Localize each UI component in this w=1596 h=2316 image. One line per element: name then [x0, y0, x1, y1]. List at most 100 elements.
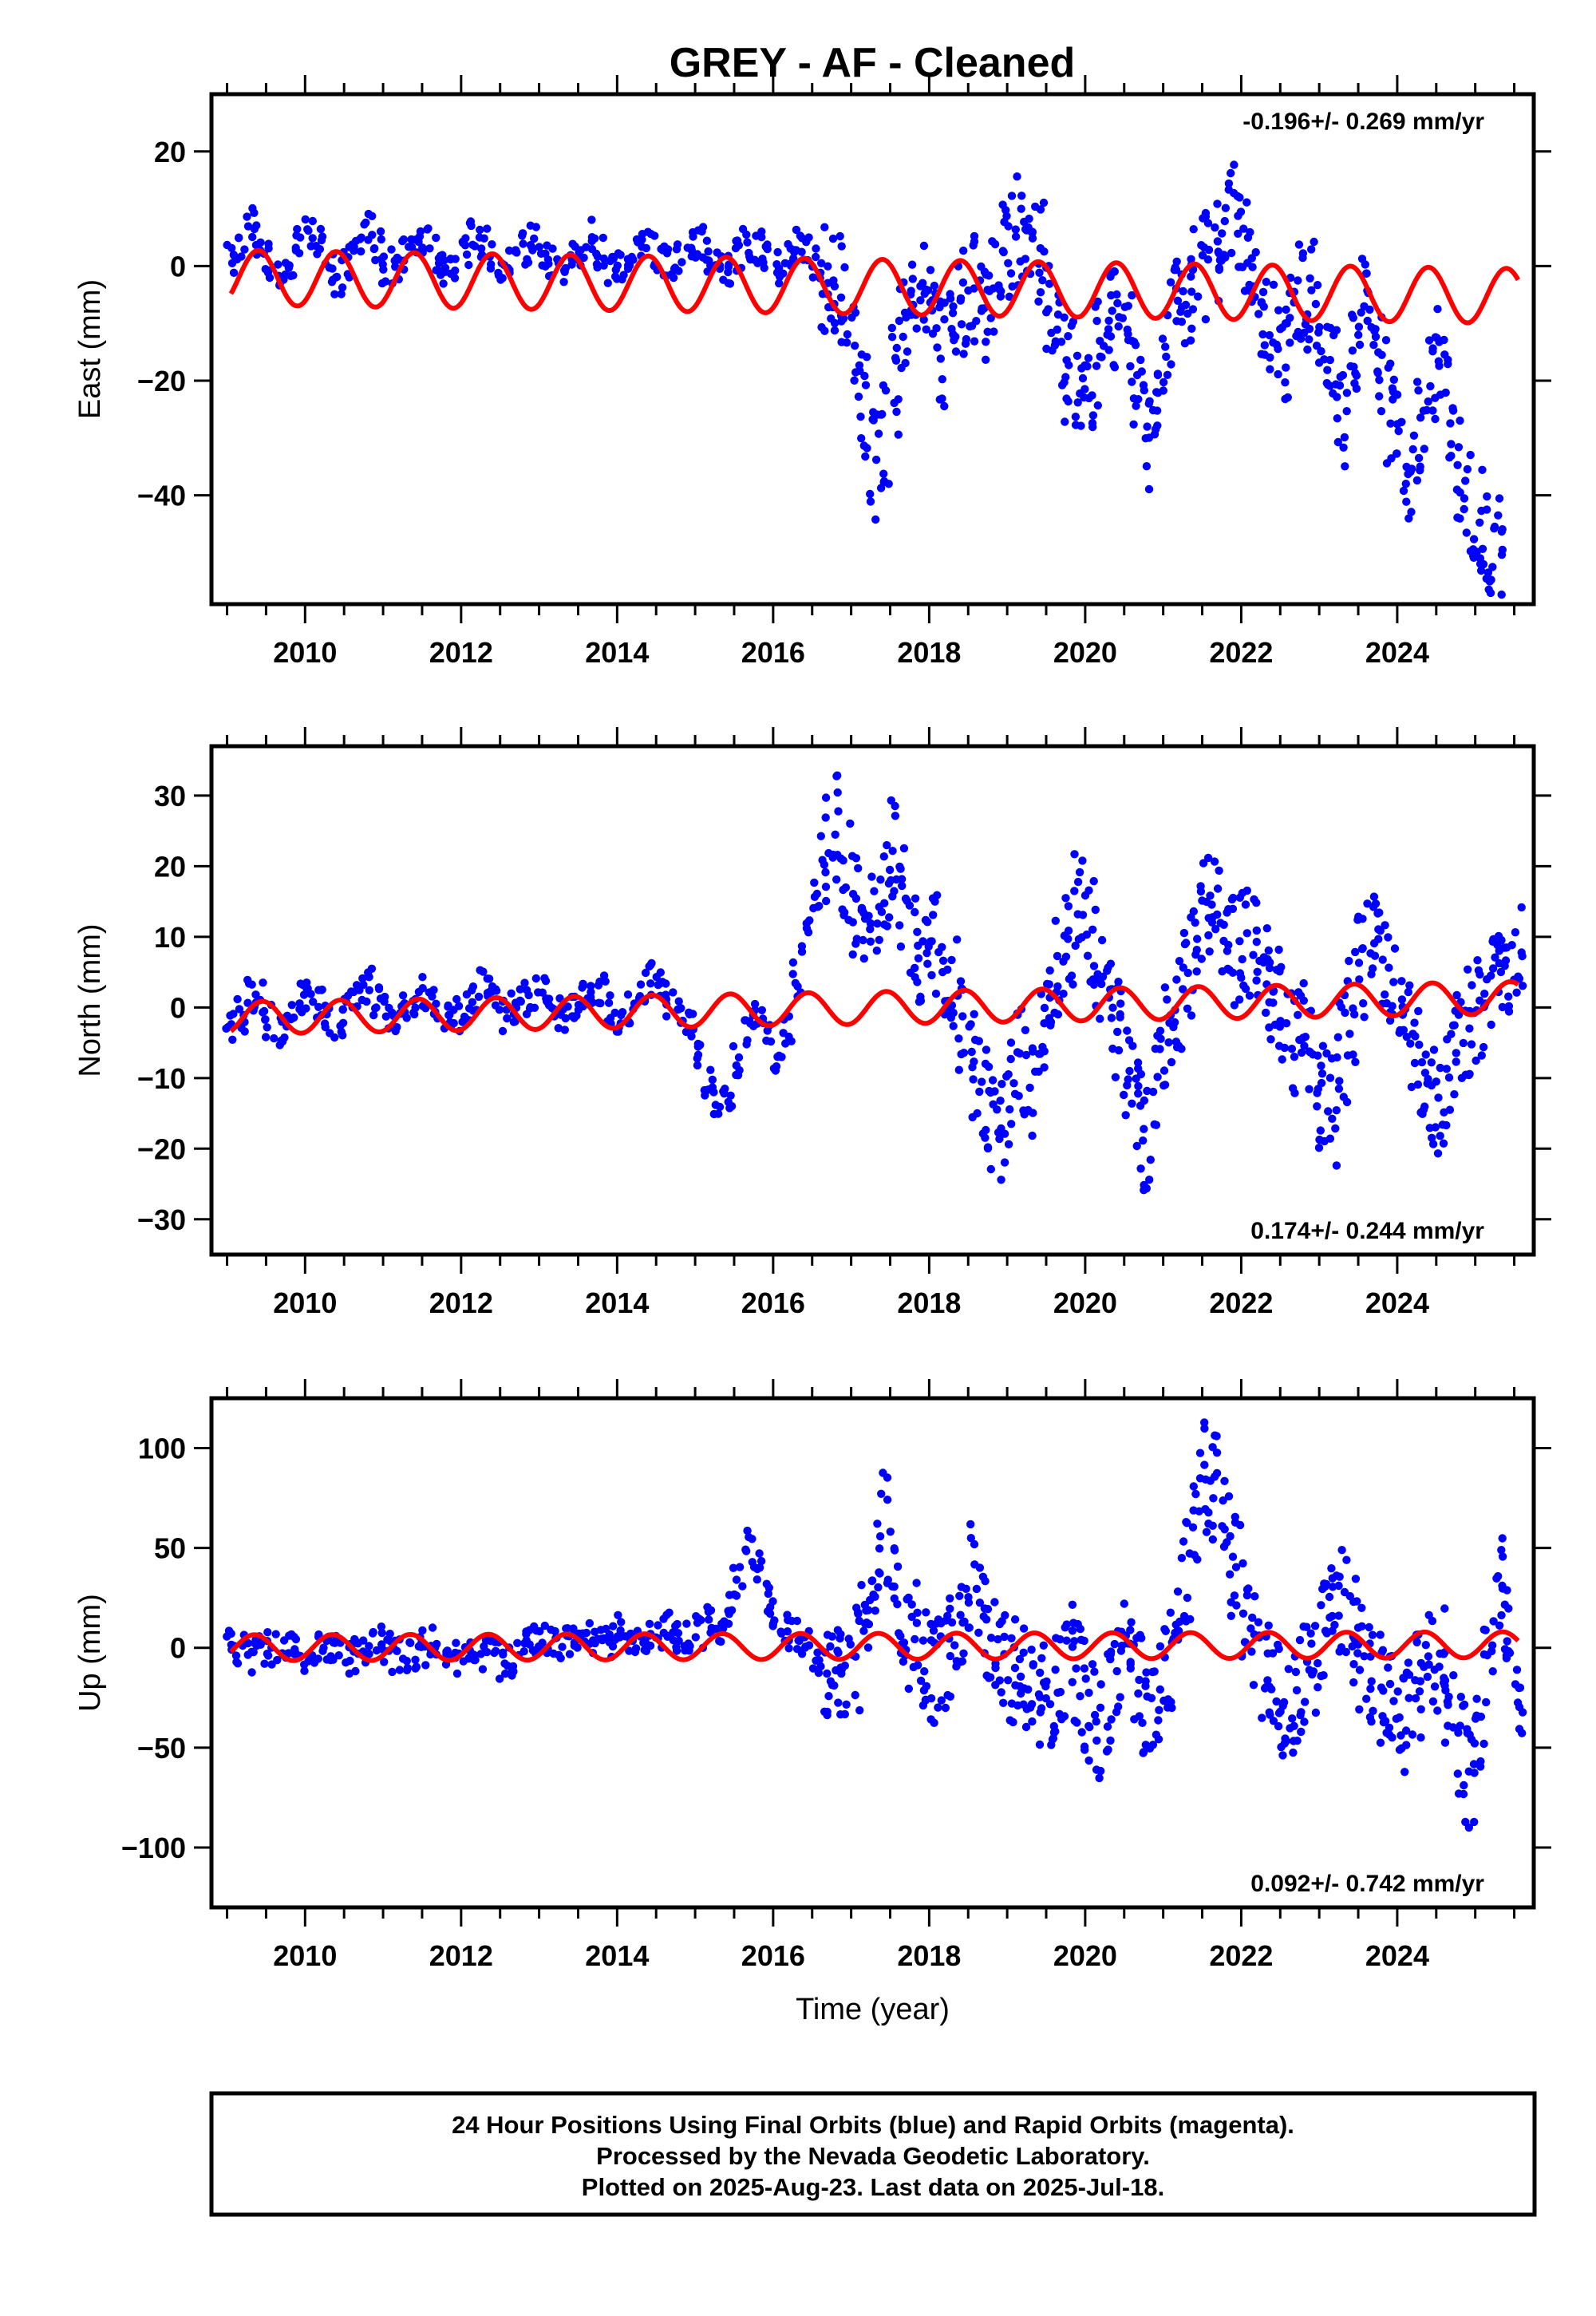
data-point: [1317, 1078, 1326, 1088]
x-tick-label: 2012: [429, 636, 493, 669]
data-point: [875, 935, 884, 945]
data-point: [1006, 269, 1016, 278]
data-point: [958, 1012, 967, 1021]
data-point: [975, 1087, 984, 1097]
data-point: [1134, 1689, 1143, 1698]
data-point: [1465, 1024, 1474, 1033]
data-point: [1116, 1693, 1124, 1701]
data-point: [873, 1520, 882, 1528]
data-point: [295, 999, 304, 1008]
data-point: [922, 325, 930, 334]
data-point: [1150, 1120, 1159, 1129]
data-point: [1355, 975, 1364, 984]
data-point: [1385, 1679, 1395, 1689]
data-point: [773, 247, 782, 257]
data-point: [1430, 1682, 1440, 1691]
data-point: [1038, 276, 1047, 285]
data-point: [911, 1634, 919, 1644]
data-point: [1022, 1705, 1032, 1713]
data-point: [1077, 1635, 1086, 1644]
data-point: [772, 1062, 781, 1071]
data-point: [1479, 1042, 1488, 1052]
data-point: [1093, 401, 1103, 410]
data-point: [1000, 1129, 1009, 1138]
data-point: [365, 986, 373, 995]
data-point: [314, 1654, 322, 1663]
data-point: [846, 819, 855, 828]
y-tick-label: −50: [137, 1732, 186, 1765]
data-point: [451, 266, 460, 275]
data-point: [783, 1627, 792, 1636]
data-point: [1488, 1667, 1497, 1676]
data-point: [1374, 348, 1383, 357]
data-point: [1444, 1692, 1453, 1701]
data-point: [1164, 1038, 1173, 1047]
data-point: [1274, 370, 1282, 379]
data-point: [483, 224, 492, 233]
data-point: [1097, 979, 1106, 989]
data-point: [1053, 951, 1062, 961]
data-point: [1259, 958, 1268, 967]
data-point: [1190, 1551, 1199, 1559]
data-point: [1013, 172, 1021, 181]
data-point: [330, 1033, 339, 1042]
data-point: [1294, 276, 1302, 285]
data-point: [947, 1618, 957, 1627]
data-point: [888, 892, 897, 901]
data-point: [1420, 1069, 1430, 1077]
data-point: [1511, 928, 1520, 937]
data-point: [1088, 411, 1098, 420]
data-point: [1059, 990, 1068, 998]
data-point: [381, 992, 389, 1002]
data-point: [412, 1662, 421, 1671]
data-point: [1220, 1476, 1229, 1486]
data-point: [1497, 590, 1506, 599]
data-point: [893, 1599, 902, 1609]
data-point: [1320, 355, 1329, 364]
data-point: [1126, 1626, 1135, 1634]
data-point: [1269, 998, 1278, 1007]
data-point: [1213, 884, 1223, 893]
data-point: [720, 1089, 729, 1098]
data-point: [1289, 1748, 1298, 1757]
data-point: [1092, 362, 1101, 370]
data-point: [638, 235, 646, 244]
data-point: [1454, 1728, 1463, 1737]
data-point: [1010, 1663, 1020, 1673]
data-point: [857, 350, 867, 359]
data-point: [1327, 1564, 1336, 1573]
data-point: [1420, 1102, 1429, 1111]
data-point: [1281, 378, 1290, 387]
data-point: [828, 850, 838, 860]
data-point: [1009, 1079, 1018, 1088]
data-point: [959, 350, 968, 358]
data-point: [326, 1652, 335, 1661]
data-point: [888, 847, 897, 856]
data-point: [440, 256, 448, 265]
data-point: [1269, 1717, 1278, 1725]
data-point: [887, 1582, 897, 1591]
data-point: [1274, 306, 1283, 314]
data-point: [1269, 280, 1278, 289]
data-point: [281, 270, 290, 279]
data-point: [559, 266, 569, 275]
data-point: [374, 983, 384, 992]
data-point: [1133, 1058, 1143, 1067]
data-point: [411, 235, 420, 244]
data-point: [812, 244, 820, 253]
rate-label: 0.174+/- 0.244 mm/yr: [1250, 1218, 1484, 1244]
data-point: [1268, 1649, 1278, 1658]
data-point: [1191, 951, 1200, 959]
data-point: [1488, 964, 1498, 973]
data-point: [1369, 341, 1378, 350]
data-point: [1335, 1572, 1344, 1581]
data-point: [1004, 259, 1013, 267]
data-point: [1325, 1592, 1334, 1602]
data-point: [981, 1577, 990, 1586]
data-point: [1051, 916, 1061, 926]
data-point: [1179, 287, 1187, 296]
data-point: [820, 223, 829, 231]
data-point: [1517, 948, 1526, 957]
data-point: [1379, 1686, 1388, 1695]
data-point: [956, 1658, 966, 1666]
